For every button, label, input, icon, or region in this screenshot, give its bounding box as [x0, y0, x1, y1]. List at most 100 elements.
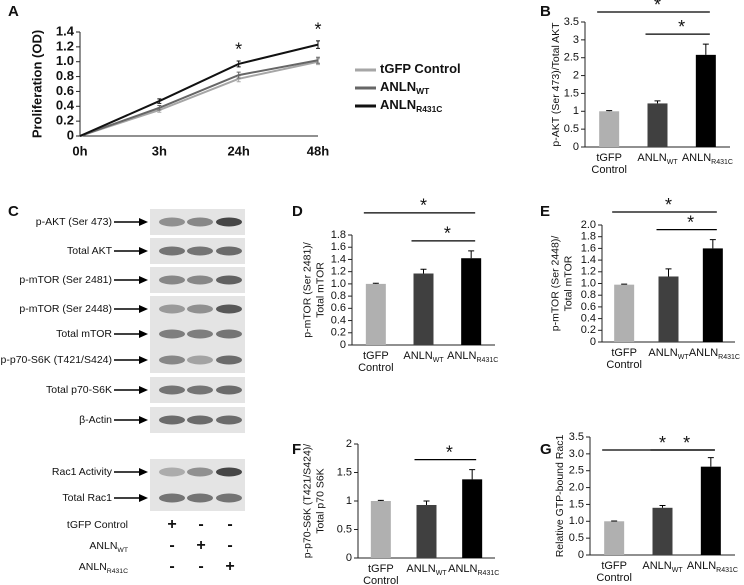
x-tick-label: ANLNR431C: [447, 350, 498, 367]
blot-row-label: Total Rac1: [62, 492, 112, 504]
blot-row-label: Total mTOR: [56, 328, 112, 340]
y-tick-label: 1: [346, 495, 352, 507]
y-tick-label: 0.5: [569, 532, 584, 544]
blot-band: [159, 415, 185, 425]
significance-label: *: [659, 433, 666, 453]
blot-band: [159, 493, 185, 503]
category: ANLN: [648, 347, 678, 359]
y-axis-label: p-mTOR (Ser 2481)/: [301, 242, 313, 338]
x-tick-label: ANLNR431C: [687, 560, 738, 577]
x-tick-label: ANLNWT: [645, 347, 693, 364]
error-bar: [236, 60, 241, 68]
label-subscript: WT: [117, 547, 128, 554]
blot-band: [187, 385, 213, 395]
y-tick-label: 1.0: [331, 278, 346, 290]
label-subscript: R431C: [107, 568, 128, 575]
y-tick-label: 3.0: [569, 448, 584, 460]
y-tick-label: 0.4: [581, 313, 596, 325]
arrowhead: [139, 356, 148, 364]
y-tick-label: 0.4: [56, 98, 75, 113]
y-tick-label: 0: [67, 127, 74, 142]
y-tick-label: 1.5: [337, 466, 352, 478]
y-axis-label: p-p70-S6K (T421/S424)/: [301, 444, 313, 558]
category: tGFP Control: [591, 152, 627, 176]
blot-band: [159, 217, 185, 227]
error-bar: [702, 43, 709, 55]
y-tick-label: 1.4: [581, 254, 596, 266]
bar: [702, 248, 723, 342]
y-tick-label: 0.6: [581, 301, 596, 313]
error-bar: [377, 499, 384, 501]
significance-label: *: [678, 17, 685, 37]
error-bar: [316, 56, 320, 64]
blot-band: [216, 355, 242, 365]
panel-label: A: [8, 3, 19, 20]
annotation: *: [235, 40, 242, 60]
legend-label: ANLNWT: [380, 79, 430, 96]
category: tGFP Control: [363, 563, 399, 585]
label-main: tGFP Control: [67, 519, 128, 531]
category: ANLN: [406, 563, 436, 575]
line-series: [79, 43, 319, 137]
condition-label: tGFP Control: [67, 519, 128, 531]
condition-mark: +: [225, 558, 234, 575]
bar: [614, 284, 635, 342]
category: ANLN: [448, 563, 478, 575]
blot-band: [216, 329, 242, 339]
blot-band: [216, 246, 242, 256]
y-tick-label: 0: [346, 552, 352, 564]
condition-label: ANLNWT: [89, 540, 128, 554]
y-tick-label: 3.5: [564, 16, 579, 28]
y-tick-label: 1.2: [331, 266, 346, 278]
y-tick-label: 0: [590, 336, 596, 348]
arrowhead: [139, 276, 148, 284]
x-tick-label: ANLNWT: [400, 350, 448, 367]
category-subscript: WT: [435, 570, 447, 578]
blot-band: [187, 415, 213, 425]
bar: [599, 111, 620, 147]
category: ANLN: [637, 152, 667, 164]
y-tick-label: 0.6: [331, 302, 346, 314]
significance-label: *: [665, 195, 672, 215]
y-tick-label: 2.0: [581, 219, 596, 231]
y-tick-label: 1: [573, 105, 579, 117]
x-tick-label: 24h: [227, 143, 249, 158]
y-tick-label: 0: [573, 141, 579, 153]
blot-band: [187, 467, 213, 477]
arrowhead: [139, 247, 148, 255]
legend-label: tGFP Control: [380, 61, 461, 76]
category: ANLN: [642, 560, 672, 572]
y-tick-label: 1.0: [581, 277, 596, 289]
y-tick-label: 0: [578, 549, 584, 561]
line-series: [79, 59, 319, 137]
x-tick-label: tGFP Control: [585, 152, 633, 176]
blot-band: [159, 467, 185, 477]
y-axis-label: Proliferation (OD): [29, 30, 44, 138]
label-main: ANLN: [89, 540, 117, 552]
blot-row-label: β-Actin: [79, 414, 112, 426]
error-bar: [621, 283, 628, 285]
significance-label: *: [446, 442, 453, 462]
y-tick-label: 1.0: [56, 53, 74, 68]
arrowhead: [139, 468, 148, 476]
error-bar: [420, 268, 427, 274]
category: tGFP Control: [606, 347, 642, 371]
category-subscript: WT: [432, 357, 444, 365]
y-tick-label: 2.5: [564, 52, 579, 64]
blot-row-label: Total p70-S6K: [46, 384, 112, 396]
panel-label: F: [292, 441, 301, 458]
error-bar: [468, 250, 475, 259]
blot-band: [159, 304, 185, 314]
legend-label: ANLNR431C: [380, 97, 442, 114]
bar: [700, 466, 721, 555]
y-tick-label: 1.8: [581, 231, 596, 243]
y-tick-label: 2.5: [569, 465, 584, 477]
condition-mark: -: [227, 516, 232, 533]
y-tick-label: 1.6: [581, 242, 596, 254]
category-subscript: WT: [677, 354, 689, 362]
condition-label: ANLNR431C: [79, 561, 128, 575]
x-tick-label: ANLNR431C: [681, 152, 733, 169]
blot-band: [216, 415, 242, 425]
category: ANLN: [681, 152, 712, 164]
annotation: *: [314, 20, 321, 40]
